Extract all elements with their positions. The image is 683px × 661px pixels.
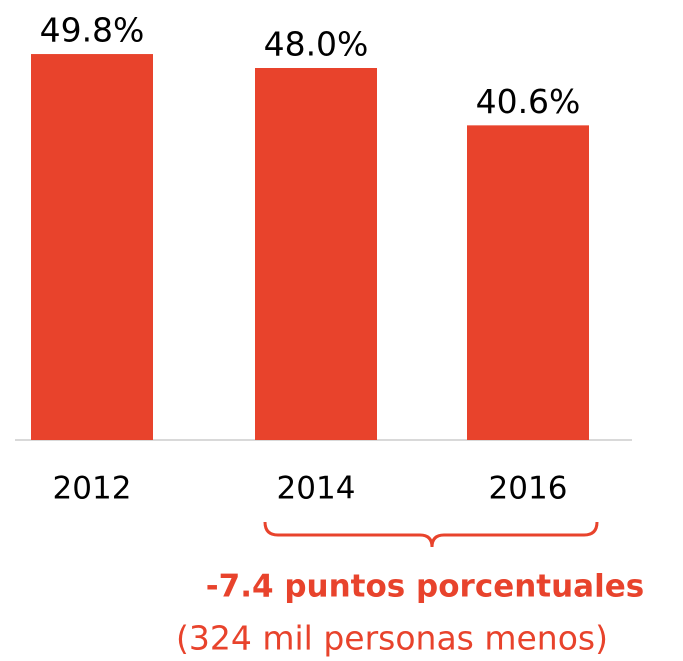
bracket xyxy=(263,521,599,548)
bar xyxy=(255,68,377,440)
x-tick-label: 2016 xyxy=(489,471,568,507)
annotation: -7.4 puntos porcentuales xyxy=(206,569,644,605)
bar xyxy=(467,125,589,440)
x-tick-label: 2012 xyxy=(53,471,132,507)
value-label: 40.6% xyxy=(476,82,581,121)
annotation: (324 mil personas menos) xyxy=(176,619,608,658)
value-label: 48.0% xyxy=(264,25,369,64)
bar xyxy=(31,54,153,441)
value-label: 49.8% xyxy=(40,11,145,50)
x-tick-label: 2014 xyxy=(277,471,356,507)
